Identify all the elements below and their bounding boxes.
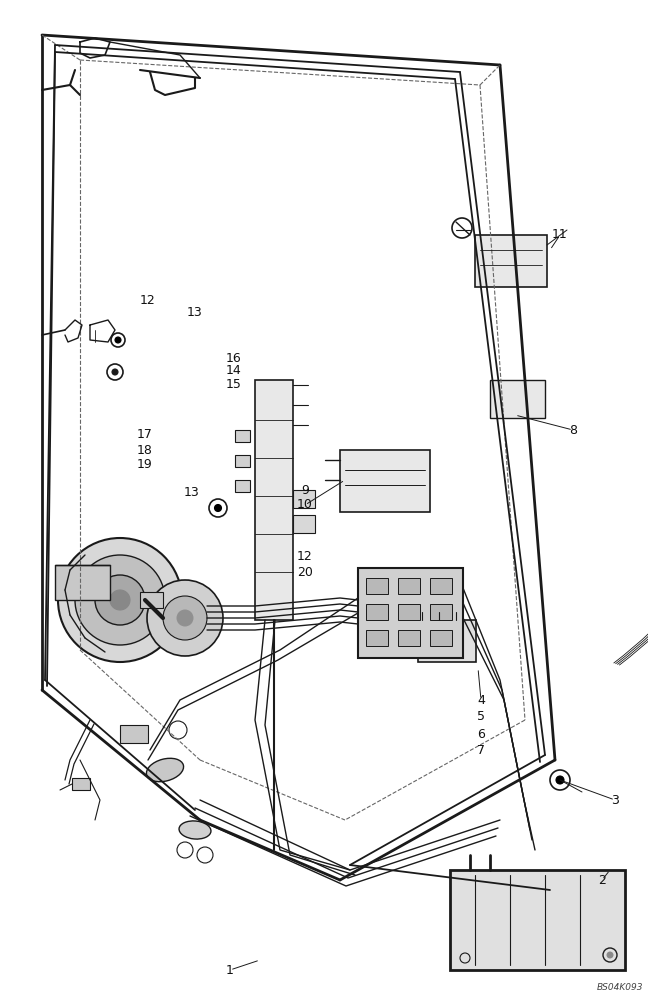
Circle shape (115, 337, 121, 343)
Bar (293, 515, 315, 533)
Text: BS04K093: BS04K093 (597, 983, 643, 992)
Bar (398, 578, 420, 594)
Bar (430, 578, 452, 594)
Circle shape (163, 596, 207, 640)
Circle shape (75, 555, 165, 645)
Text: 13: 13 (187, 306, 203, 320)
Circle shape (95, 575, 145, 625)
Ellipse shape (179, 821, 211, 839)
Text: 8: 8 (569, 424, 577, 436)
Text: 17: 17 (137, 428, 153, 442)
Text: 19: 19 (137, 458, 153, 472)
Bar (235, 455, 250, 467)
Text: 4: 4 (477, 694, 485, 706)
Bar (490, 380, 545, 418)
Text: 20: 20 (297, 566, 313, 578)
Bar (140, 592, 163, 608)
Text: 1: 1 (226, 964, 234, 976)
Text: 7: 7 (477, 744, 485, 758)
Bar (366, 630, 388, 646)
Bar (55, 565, 110, 600)
Circle shape (147, 580, 223, 656)
Circle shape (112, 369, 118, 375)
Text: 16: 16 (226, 352, 242, 364)
Bar (418, 620, 476, 662)
Bar (293, 490, 315, 508)
Ellipse shape (146, 758, 183, 782)
Text: 9: 9 (301, 484, 309, 496)
Text: 5: 5 (477, 710, 485, 724)
Bar (235, 430, 250, 442)
Text: 18: 18 (137, 444, 153, 456)
Text: 12: 12 (297, 550, 313, 564)
Bar (120, 725, 148, 743)
Text: 14: 14 (226, 363, 242, 376)
Bar (366, 578, 388, 594)
Bar (72, 778, 90, 790)
Bar (398, 630, 420, 646)
Circle shape (214, 504, 222, 512)
Text: 2: 2 (598, 874, 606, 886)
Text: 10: 10 (297, 498, 313, 512)
Circle shape (177, 610, 193, 626)
Text: 13: 13 (184, 487, 200, 499)
Bar (450, 870, 625, 970)
Bar (430, 604, 452, 620)
Bar (398, 604, 420, 620)
Text: 15: 15 (226, 378, 242, 391)
Circle shape (556, 776, 564, 784)
Bar (255, 380, 293, 620)
Bar (358, 568, 463, 658)
Bar (340, 450, 430, 512)
Circle shape (607, 952, 613, 958)
Bar (475, 235, 547, 287)
Circle shape (110, 590, 130, 610)
Bar (430, 630, 452, 646)
Circle shape (58, 538, 182, 662)
Bar (235, 480, 250, 492)
Text: 11: 11 (552, 229, 568, 241)
Text: 3: 3 (611, 794, 619, 806)
Text: 12: 12 (140, 294, 156, 306)
Text: 6: 6 (477, 728, 485, 740)
Bar (366, 604, 388, 620)
